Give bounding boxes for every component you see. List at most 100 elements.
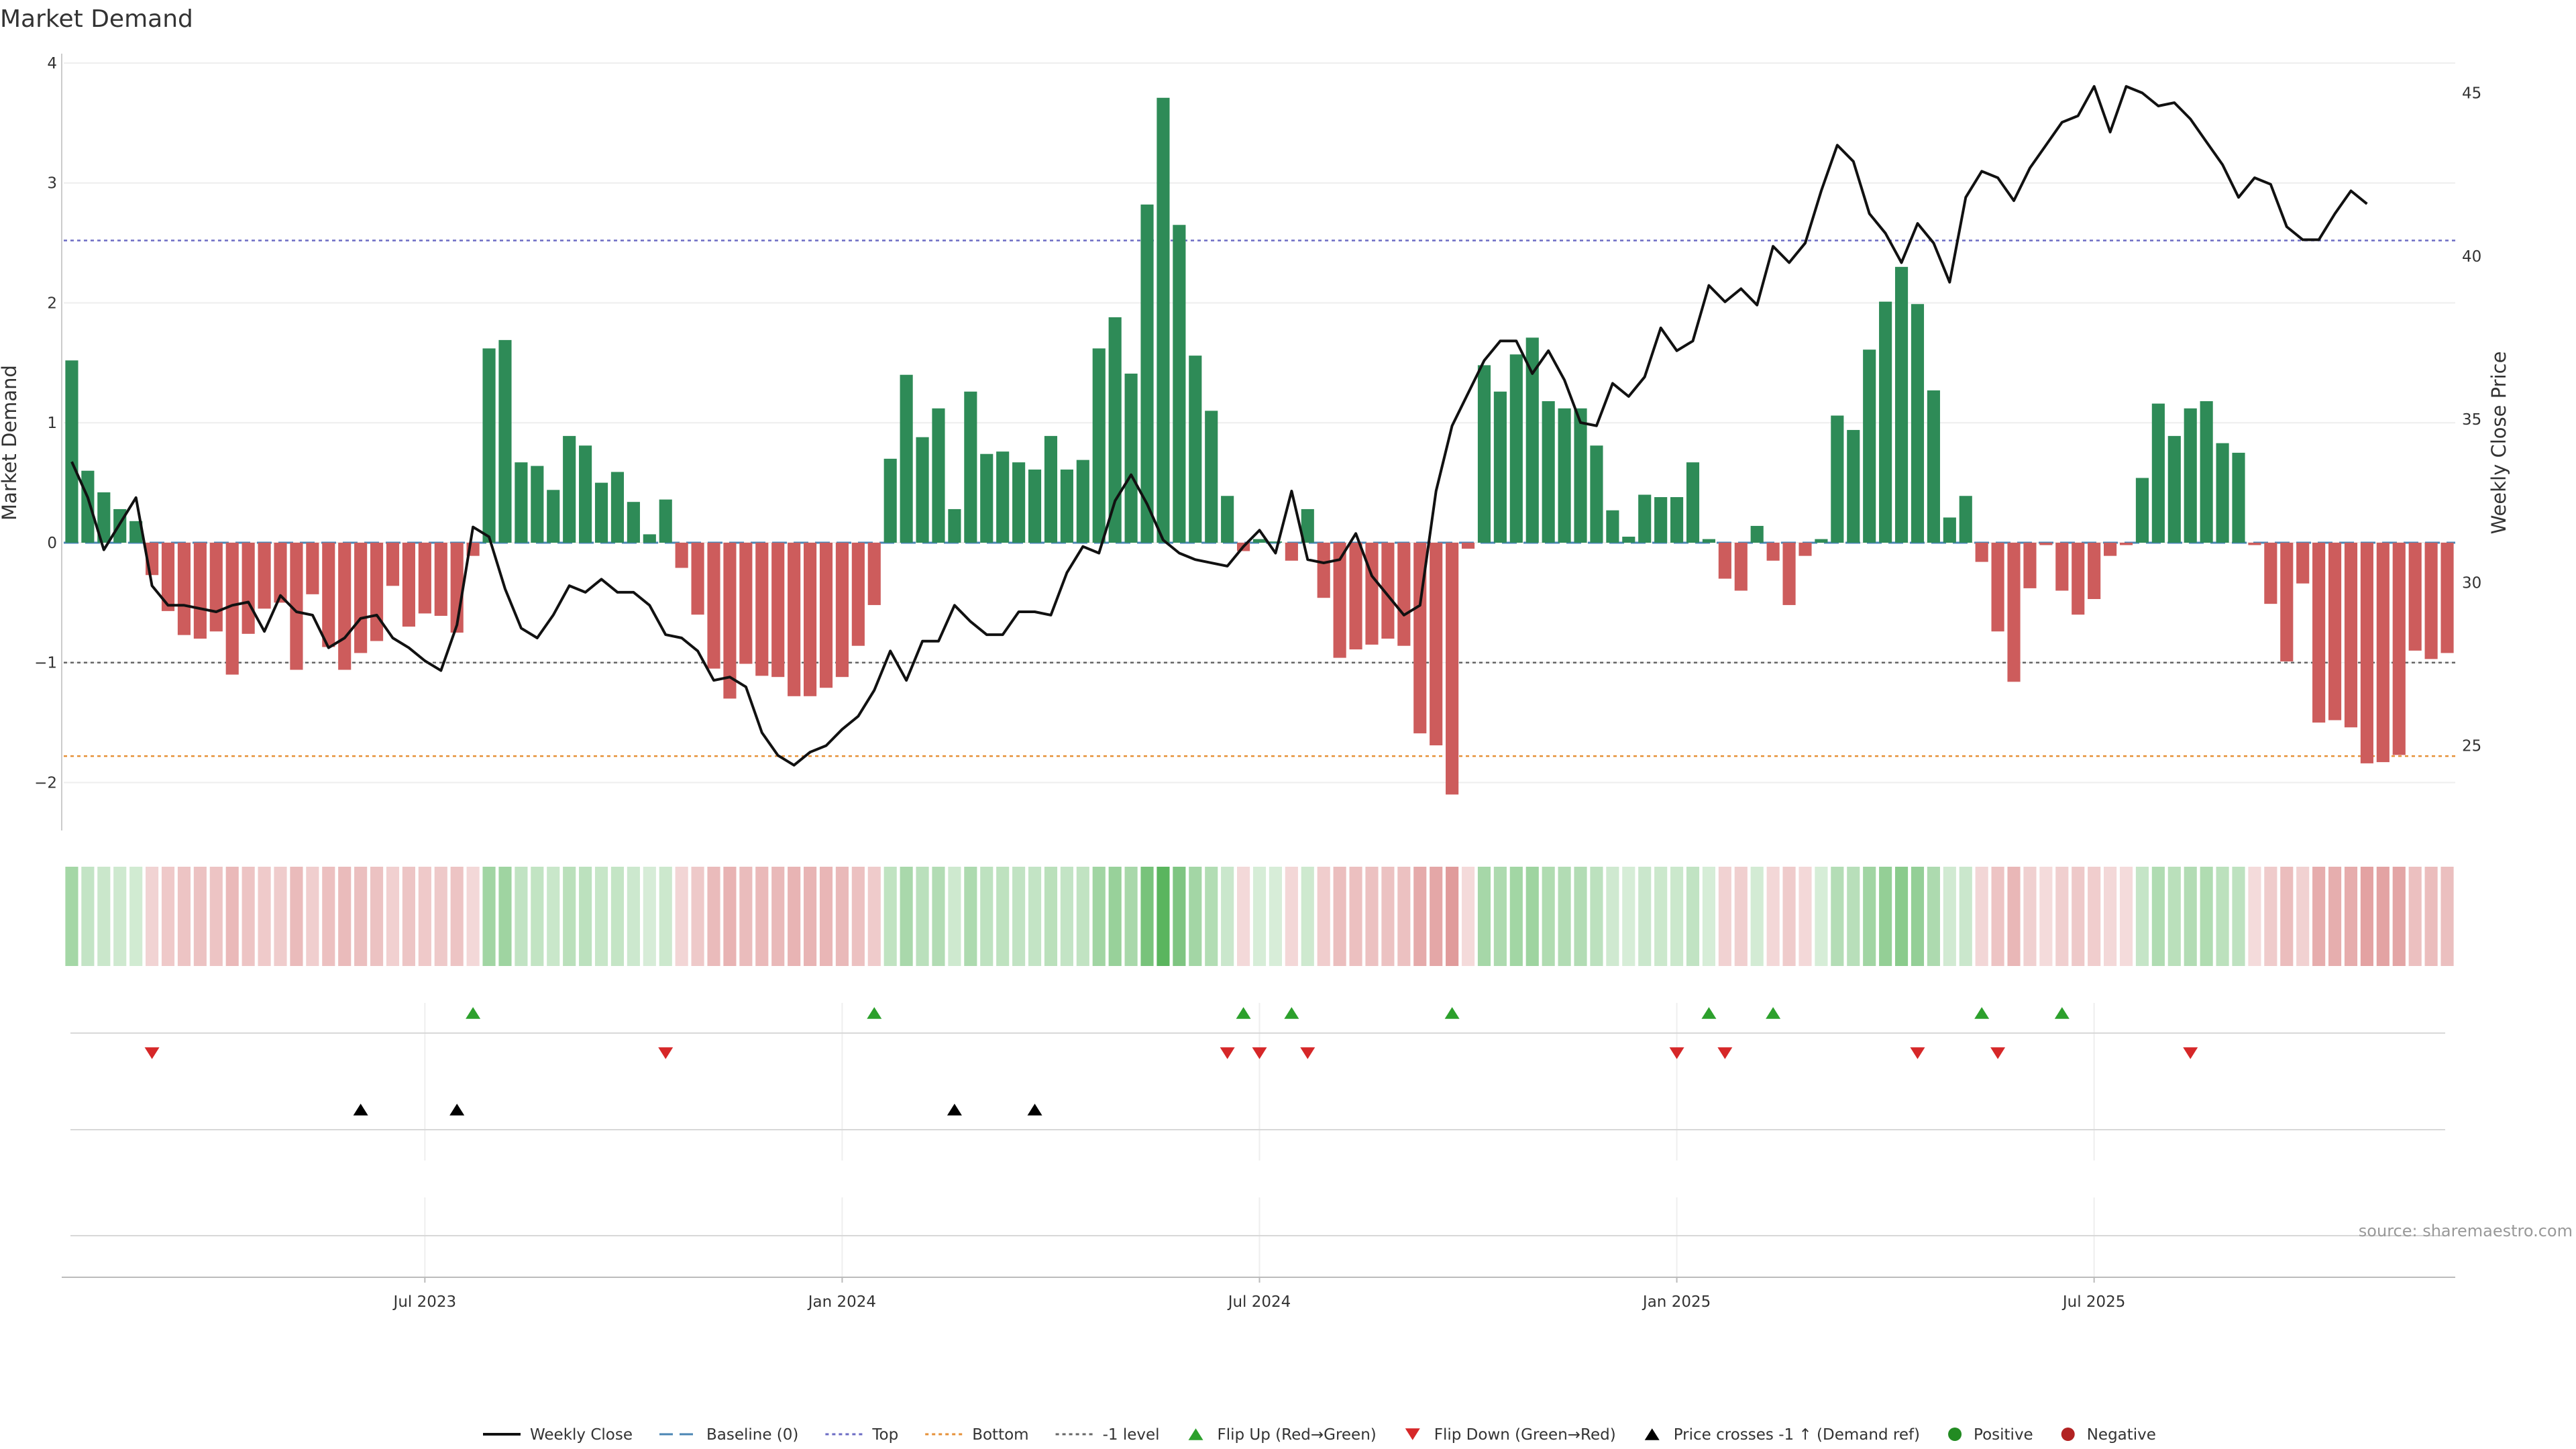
heat-cell: [129, 867, 143, 966]
heat-cell: [2424, 867, 2438, 966]
demand-bar: [1124, 373, 1138, 543]
legend-label: Price crosses -1 ↑ (Demand ref): [1674, 1426, 1920, 1444]
demand-bar: [1750, 525, 1764, 543]
heat-cell: [1831, 867, 1844, 966]
flip-up-marker: [1236, 1007, 1251, 1019]
demand-bar: [1927, 390, 1940, 543]
demand-bar: [1686, 462, 1700, 543]
heat-cell: [1012, 867, 1026, 966]
heat-cell: [370, 867, 384, 966]
demand-bar: [81, 470, 95, 543]
demand-bar: [883, 458, 897, 543]
right-tick-label: 40: [2462, 248, 2481, 266]
legend-item-price_cross: Price crosses -1 ↑ (Demand ref): [1644, 1426, 1920, 1444]
heat-cell: [547, 867, 560, 966]
heat-cell: [1333, 867, 1346, 966]
heat-cell: [1879, 867, 1892, 966]
demand-bar: [900, 374, 913, 543]
reference-lines: [64, 239, 2455, 757]
source-note: source: sharemaestro.com: [2359, 1222, 2573, 1240]
heat-cell: [1044, 867, 1058, 966]
heat-cell: [1221, 867, 1234, 966]
demand-bar: [675, 542, 688, 568]
heat-cell: [418, 867, 431, 966]
demand-bar: [1766, 542, 1780, 561]
heat-cell: [177, 867, 191, 966]
heat-cell: [2440, 867, 2454, 966]
legend-swatch-triangle-up: [1188, 1428, 1203, 1440]
demand-bar: [1574, 408, 1587, 543]
heat-cell: [2055, 867, 2069, 966]
heat-cell: [1397, 867, 1411, 966]
demand-bar: [2135, 478, 2149, 543]
heat-cell: [1686, 867, 1700, 966]
heat-cell: [2135, 867, 2149, 966]
heat-cell: [1413, 867, 1427, 966]
gridlines: [64, 62, 2455, 1277]
demand-bar: [498, 339, 512, 543]
demand-bar: [2360, 542, 2373, 763]
demand-bars: [65, 97, 2454, 795]
demand-bar: [1670, 497, 1684, 543]
demand-bar: [547, 490, 560, 543]
heat-cell: [1092, 867, 1106, 966]
demand-bar: [2088, 542, 2101, 599]
heat-cell: [2248, 867, 2261, 966]
heat-cell: [851, 867, 865, 966]
demand-bar: [2167, 435, 2181, 543]
demand-bar: [1863, 350, 1876, 543]
x-tick-label: Jul 2024: [1227, 1293, 1291, 1311]
demand-bar: [1157, 97, 1170, 543]
heat-cell: [434, 867, 447, 966]
demand-bar: [2007, 542, 2021, 682]
heat-cell: [1525, 867, 1539, 966]
demand-bar: [1301, 508, 1314, 543]
weekly-close-line: [70, 85, 2368, 767]
demand-bar: [1252, 539, 1267, 543]
legend-label: Weekly Close: [530, 1426, 633, 1444]
heat-cell: [819, 867, 833, 966]
heat-cell: [788, 867, 801, 966]
heat-cell: [2088, 867, 2101, 966]
demand-bar: [964, 391, 977, 543]
heat-cell: [900, 867, 913, 966]
price-cross-marker: [449, 1104, 465, 1116]
heat-cell: [1702, 867, 1716, 966]
demand-bar: [2023, 542, 2037, 588]
demand-bar: [1060, 469, 1073, 543]
demand-bar: [1189, 356, 1202, 543]
heat-cell: [450, 867, 464, 966]
demand-bar: [1461, 542, 1475, 549]
demand-bar: [2280, 542, 2294, 661]
heat-cell: [2007, 867, 2021, 966]
demand-bar: [1799, 542, 1812, 556]
heat-cell: [2072, 867, 2085, 966]
heat-cell: [1124, 867, 1138, 966]
legend-label: Positive: [1974, 1426, 2033, 1444]
heat-cell: [161, 867, 175, 966]
demand-bar: [1702, 539, 1716, 543]
demand-bar: [627, 502, 640, 543]
heat-cell: [515, 867, 528, 966]
demand-bar: [610, 472, 625, 543]
demand-bar: [2296, 542, 2310, 584]
heat-cell: [209, 867, 223, 966]
demand-bar: [1943, 517, 1956, 543]
demand-bar: [386, 542, 400, 586]
demand-bar: [1317, 542, 1330, 598]
heat-cell: [290, 867, 303, 966]
legend-swatch-dot: [1948, 1428, 1962, 1441]
demand-bar: [1606, 510, 1619, 543]
heat-cell: [241, 867, 255, 966]
x-tick-label: Jul 2025: [2061, 1293, 2126, 1311]
demand-bar: [338, 542, 352, 670]
flip-down-marker: [1220, 1047, 1235, 1059]
heat-cell: [1750, 867, 1764, 966]
price-cross-marker: [1027, 1104, 1042, 1116]
demand-bar: [1430, 542, 1443, 746]
heat-cell: [1606, 867, 1619, 966]
demand-bar: [2072, 542, 2085, 615]
right-tick-label: 45: [2462, 85, 2481, 103]
heat-cell: [579, 867, 592, 966]
heat-cell: [1927, 867, 1940, 966]
